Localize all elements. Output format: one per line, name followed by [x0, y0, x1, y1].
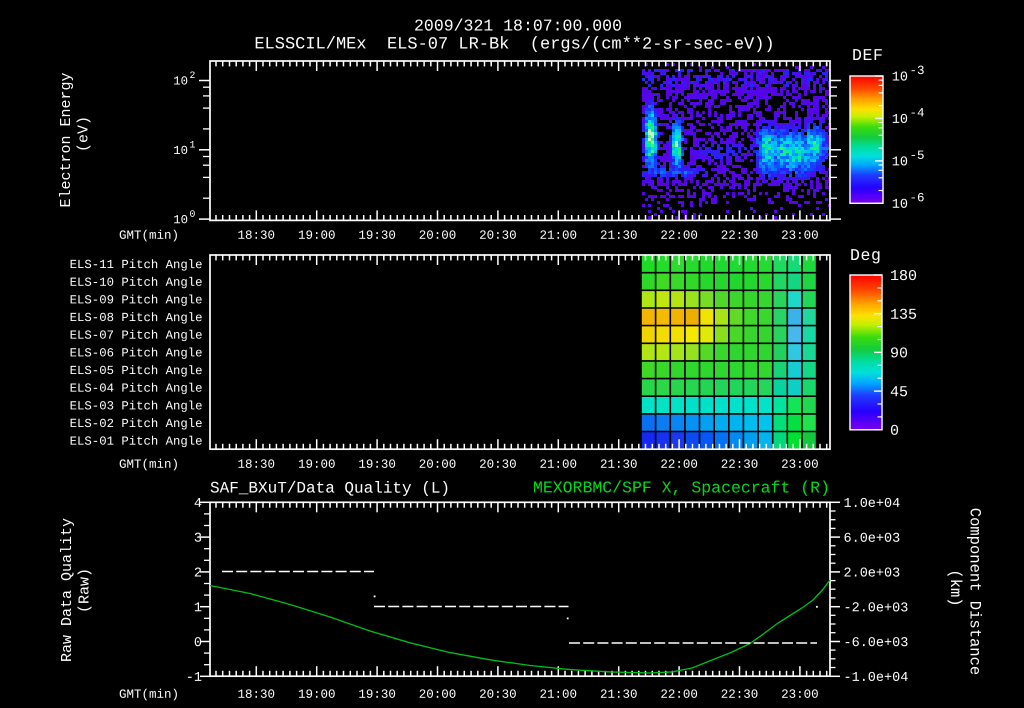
svg-text:10: 10: [173, 144, 188, 158]
svg-text:-1.0e+04: -1.0e+04: [843, 671, 908, 686]
svg-text:Raw Data Quality: Raw Data Quality: [59, 518, 76, 662]
svg-text:21:30: 21:30: [600, 458, 638, 472]
svg-text:ELS-03 Pitch Angle: ELS-03 Pitch Angle: [70, 399, 203, 413]
svg-text:1: 1: [194, 601, 202, 616]
svg-text:ELS-09 Pitch Angle: ELS-09 Pitch Angle: [70, 293, 203, 307]
svg-text:ELS-04 Pitch Angle: ELS-04 Pitch Angle: [70, 382, 203, 396]
svg-text:GMT(min): GMT(min): [119, 688, 179, 702]
svg-text:2.0e+03: 2.0e+03: [843, 567, 900, 582]
svg-text:MEXORBMC/SPF X, Spacecraft (R): MEXORBMC/SPF X, Spacecraft (R): [533, 478, 830, 497]
svg-text:2: 2: [189, 70, 195, 81]
svg-text:10: 10: [892, 70, 908, 85]
svg-text:21:30: 21:30: [600, 229, 638, 243]
svg-text:1.0e+04: 1.0e+04: [843, 497, 900, 512]
svg-text:22:30: 22:30: [721, 229, 759, 243]
svg-text:21:00: 21:00: [540, 688, 578, 702]
svg-text:23:00: 23:00: [781, 229, 819, 243]
svg-text:22:00: 22:00: [660, 688, 698, 702]
svg-text:4: 4: [194, 497, 202, 512]
svg-text:2: 2: [194, 566, 202, 581]
svg-text:(km): (km): [946, 569, 964, 606]
svg-text:0: 0: [194, 636, 202, 651]
svg-text:-6: -6: [909, 191, 924, 205]
svg-text:20:30: 20:30: [479, 458, 517, 472]
svg-text:45: 45: [890, 384, 908, 401]
svg-text:20:00: 20:00: [419, 229, 457, 243]
svg-text:ELS-08 Pitch Angle: ELS-08 Pitch Angle: [70, 311, 203, 325]
svg-text:-2.0e+03: -2.0e+03: [843, 601, 908, 616]
svg-text:-6.0e+03: -6.0e+03: [843, 636, 908, 651]
svg-text:-1: -1: [186, 671, 202, 686]
svg-text:90: 90: [890, 345, 908, 362]
svg-text:ELS-01 Pitch Angle: ELS-01 Pitch Angle: [70, 435, 203, 449]
svg-text:3: 3: [194, 532, 202, 547]
svg-text:18:30: 18:30: [238, 688, 276, 702]
svg-text:-5: -5: [909, 149, 924, 163]
svg-text:SAF_BXuT/Data Quality (L): SAF_BXuT/Data Quality (L): [210, 480, 450, 498]
svg-text:21:30: 21:30: [600, 688, 638, 702]
svg-text:0: 0: [189, 209, 195, 220]
svg-text:21:00: 21:00: [540, 458, 578, 472]
svg-text:23:00: 23:00: [781, 688, 819, 702]
svg-text:2009/321 18:07:00.000: 2009/321 18:07:00.000: [414, 16, 622, 35]
svg-text:Deg: Deg: [850, 246, 882, 265]
svg-text:18:30: 18:30: [238, 458, 276, 472]
svg-text:(Raw): (Raw): [77, 568, 94, 613]
svg-text:(eV): (eV): [76, 116, 93, 152]
svg-text:20:00: 20:00: [419, 458, 457, 472]
svg-text:22:00: 22:00: [660, 458, 698, 472]
svg-text:-3: -3: [909, 64, 924, 78]
svg-text:ELSSCIL/MEx ELS-07 LR-Bk (er: ELSSCIL/MEx ELS-07 LR-Bk (ergs/(cm**2-sr…: [254, 35, 774, 54]
svg-text:22:00: 22:00: [660, 229, 698, 243]
svg-text:ELS-10 Pitch Angle: ELS-10 Pitch Angle: [70, 276, 203, 290]
svg-text:20:30: 20:30: [479, 688, 517, 702]
svg-text:ELS-05 Pitch Angle: ELS-05 Pitch Angle: [70, 364, 203, 378]
svg-text:23:00: 23:00: [781, 458, 819, 472]
svg-text:ELS-06 Pitch Angle: ELS-06 Pitch Angle: [70, 346, 203, 360]
svg-text:GMT(min): GMT(min): [119, 458, 179, 472]
svg-text:10: 10: [892, 155, 908, 170]
svg-text:DEF: DEF: [852, 46, 884, 65]
svg-text:1: 1: [189, 140, 195, 151]
svg-text:10: 10: [892, 113, 908, 128]
svg-text:19:00: 19:00: [298, 688, 336, 702]
svg-text:22:30: 22:30: [721, 458, 759, 472]
svg-text:20:30: 20:30: [479, 229, 517, 243]
svg-text:Electron Energy: Electron Energy: [58, 72, 75, 207]
svg-text:19:30: 19:30: [358, 688, 396, 702]
svg-text:18:30: 18:30: [238, 229, 276, 243]
svg-text:Component Distance: Component Distance: [966, 508, 984, 675]
svg-text:10: 10: [892, 198, 908, 213]
svg-text:0: 0: [890, 423, 899, 440]
svg-text:ELS-07 Pitch Angle: ELS-07 Pitch Angle: [70, 329, 203, 343]
svg-text:ELS-11 Pitch Angle: ELS-11 Pitch Angle: [70, 258, 203, 272]
svg-text:19:30: 19:30: [358, 229, 396, 243]
svg-text:19:00: 19:00: [298, 458, 336, 472]
svg-text:ELS-02 Pitch Angle: ELS-02 Pitch Angle: [70, 417, 203, 431]
svg-text:10: 10: [173, 74, 188, 88]
svg-text:22:30: 22:30: [721, 688, 759, 702]
svg-text:19:00: 19:00: [298, 229, 336, 243]
svg-text:6.0e+03: 6.0e+03: [843, 532, 900, 547]
svg-text:19:30: 19:30: [358, 458, 396, 472]
svg-text:21:00: 21:00: [540, 229, 578, 243]
svg-text:GMT(min): GMT(min): [119, 229, 179, 243]
svg-text:180: 180: [890, 268, 917, 285]
svg-text:20:00: 20:00: [419, 688, 457, 702]
svg-text:135: 135: [890, 307, 917, 324]
svg-text:-4: -4: [909, 106, 924, 120]
svg-text:10: 10: [173, 213, 188, 227]
